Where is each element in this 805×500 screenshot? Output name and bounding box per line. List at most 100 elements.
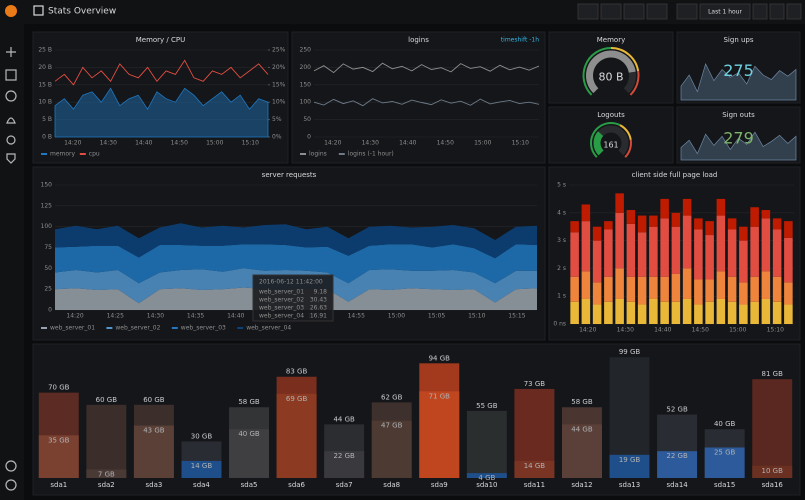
x-tick-label: 14:20	[66, 313, 83, 320]
x-tick-label: 15:10	[242, 140, 259, 147]
legend-label[interactable]: logins (-1 hour)	[348, 151, 394, 158]
legend-label[interactable]: web_server_03	[181, 325, 226, 332]
dashboard-icon[interactable]	[33, 5, 44, 16]
x-tick-label: 14:40	[135, 140, 152, 147]
time-range[interactable]: Last 1 hour	[708, 9, 742, 16]
shield-icon[interactable]	[6, 153, 16, 164]
value-label: 71 GB	[429, 392, 451, 400]
panel-title[interactable]: Memory / CPU	[136, 36, 186, 44]
legend-swatch	[171, 327, 178, 329]
bar-segment	[784, 237, 793, 283]
panel-title[interactable]: Sign ups	[723, 36, 753, 44]
bar-segment	[581, 221, 591, 272]
y-tick-label: 4 s	[557, 209, 566, 216]
tooltip-name: web_server_01	[259, 289, 304, 296]
bar	[704, 447, 745, 478]
value-label: 58 GB	[571, 398, 593, 406]
legend-label[interactable]: logins	[309, 151, 327, 158]
y-tick-label: 10 B	[38, 99, 52, 106]
bar-segment	[705, 301, 714, 324]
logo[interactable]	[5, 5, 17, 17]
refresh-interval[interactable]	[786, 3, 802, 20]
save-button[interactable]	[646, 3, 668, 20]
zoom-button[interactable]	[752, 3, 768, 20]
x-tick-label: 14:30	[100, 140, 117, 147]
panel-title[interactable]: Logouts	[597, 111, 625, 119]
legend-label[interactable]: memory	[50, 151, 76, 158]
bar-segment	[649, 298, 658, 324]
bar	[657, 451, 698, 478]
bar-segment	[592, 282, 602, 305]
bar	[371, 420, 412, 478]
help-icon[interactable]	[5, 479, 17, 491]
refresh-button[interactable]	[769, 3, 785, 20]
bar-segment	[615, 193, 624, 213]
bar-segment	[739, 304, 748, 324]
bar-segment	[694, 229, 703, 280]
dashboards-icon[interactable]	[5, 69, 17, 81]
legend-label[interactable]: cpu	[89, 151, 100, 158]
y-tick-label: 5 B	[42, 116, 52, 123]
time-picker[interactable]	[699, 3, 751, 20]
bar-segment	[604, 301, 613, 324]
dashboard-title[interactable]: Stats Overview	[48, 7, 116, 17]
panel-title[interactable]: Sign outs	[722, 111, 755, 119]
panel-title[interactable]: server requests	[262, 171, 317, 179]
x-tick-label: sda16	[762, 481, 784, 489]
tv-button[interactable]	[676, 3, 698, 20]
value-label: 19 GB	[619, 456, 641, 464]
legend-label[interactable]: web_server_04	[246, 325, 291, 332]
sparkline	[680, 131, 797, 161]
y-tick-label: 0 ns	[553, 321, 566, 328]
alert-icon[interactable]	[6, 117, 16, 124]
bar-segment	[739, 226, 748, 241]
tooltip	[252, 274, 334, 322]
bar-segment	[604, 276, 613, 302]
add-icon[interactable]	[6, 47, 16, 57]
bar-segment	[761, 271, 771, 299]
y2-tick-label: 15%	[272, 81, 286, 88]
x-tick-label: 14:20	[324, 140, 341, 147]
bar-segment	[716, 298, 726, 324]
bar-segment	[581, 271, 591, 299]
config-icon[interactable]	[6, 135, 16, 145]
bar-segment	[615, 268, 624, 299]
star-button[interactable]	[600, 3, 622, 20]
y-tick-label: 25 B	[38, 47, 52, 54]
bar	[466, 410, 507, 478]
bar-segment	[570, 276, 579, 302]
bar-segment	[592, 240, 602, 283]
panel-link[interactable]: timeshift -1h	[501, 37, 539, 44]
profile-icon[interactable]	[5, 460, 17, 472]
value-label: 47 GB	[381, 422, 403, 430]
bar-segment	[660, 301, 669, 324]
legend-label[interactable]: web_server_02	[115, 325, 160, 332]
top-bar	[0, 0, 805, 24]
x-tick-label: sda2	[98, 481, 115, 489]
bar-segment	[660, 198, 669, 219]
share-button[interactable]	[623, 3, 645, 20]
panel-title[interactable]: Memory	[597, 36, 625, 44]
bar-segment	[761, 218, 771, 272]
bar-segment	[637, 276, 647, 305]
value-label: 7 GB	[98, 470, 115, 478]
bar-segment	[637, 232, 647, 277]
bar	[752, 379, 793, 478]
bar-segment	[727, 229, 737, 277]
bar-segment	[705, 221, 714, 236]
bar-segment	[784, 282, 793, 305]
x-tick-label: 14:35	[187, 313, 204, 320]
panel-title[interactable]: logins	[408, 36, 429, 44]
panel	[548, 106, 674, 164]
bar	[133, 425, 174, 478]
x-tick-label: 15:10	[512, 140, 529, 147]
x-tick-label: 15:10	[468, 313, 485, 320]
legend-label[interactable]: web_server_01	[50, 325, 95, 332]
bar-segment	[682, 268, 692, 299]
panel-title[interactable]: client side full page load	[632, 171, 718, 179]
explore-icon[interactable]	[5, 90, 17, 102]
y2-tick-label: 20%	[272, 64, 286, 71]
graph-button[interactable]	[577, 3, 599, 20]
gauge-value	[593, 131, 604, 156]
